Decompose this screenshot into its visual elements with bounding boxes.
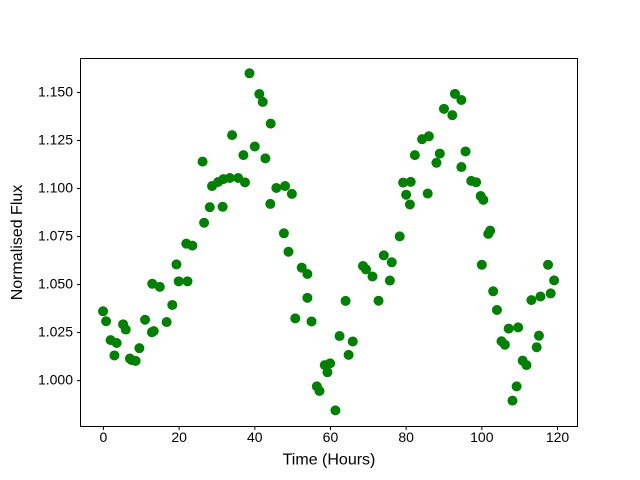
svg-text:Normalised Flux: Normalised Flux	[9, 185, 26, 301]
svg-text:1.025: 1.025	[38, 324, 73, 340]
svg-text:1.050: 1.050	[38, 276, 73, 292]
svg-text:0: 0	[100, 429, 108, 445]
svg-text:80: 80	[398, 429, 414, 445]
svg-text:20: 20	[171, 429, 187, 445]
svg-text:1.125: 1.125	[38, 132, 73, 148]
svg-text:40: 40	[247, 429, 263, 445]
svg-text:1.150: 1.150	[38, 84, 73, 100]
svg-text:Time (Hours): Time (Hours)	[283, 452, 376, 469]
svg-text:1.075: 1.075	[38, 228, 73, 244]
svg-text:100: 100	[470, 429, 494, 445]
svg-text:60: 60	[323, 429, 339, 445]
svg-text:1.000: 1.000	[38, 372, 73, 388]
svg-text:120: 120	[546, 429, 570, 445]
svg-text:1.100: 1.100	[38, 180, 73, 196]
